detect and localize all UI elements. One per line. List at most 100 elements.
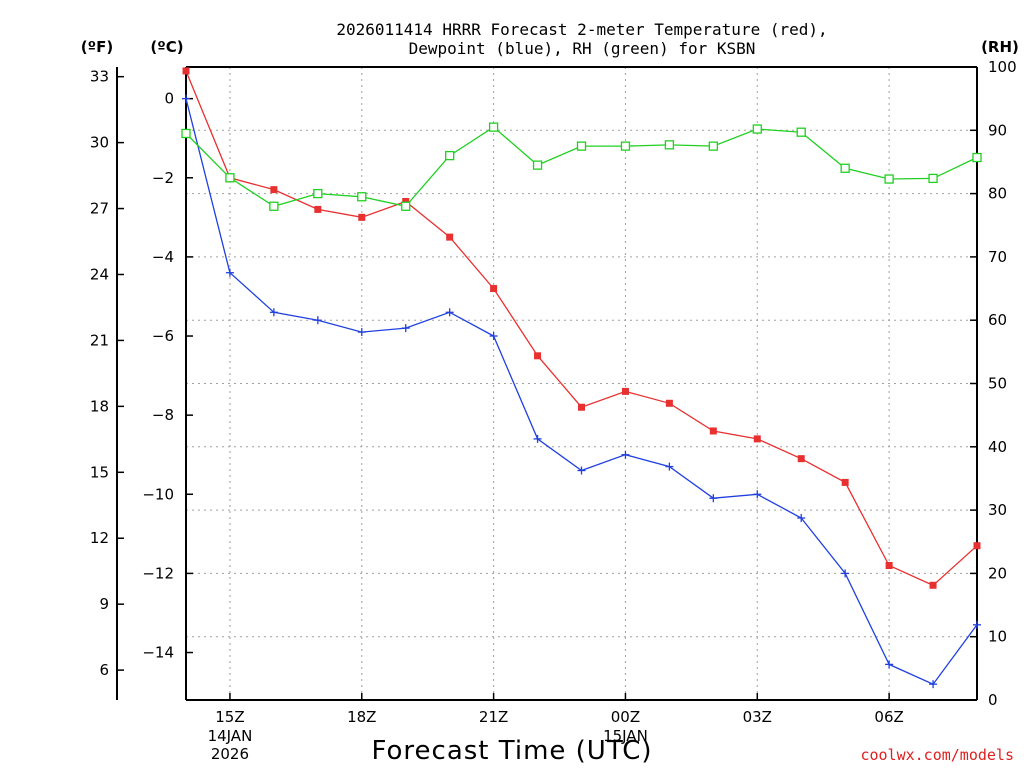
temperature-point bbox=[270, 186, 278, 194]
dewpoint-point bbox=[577, 466, 586, 475]
chart-title-line-1: 2026011414 HRRR Forecast 2-meter Tempera… bbox=[336, 20, 827, 39]
rh-point bbox=[664, 140, 675, 150]
fahrenheit-tick-label: 18 bbox=[90, 397, 109, 415]
dewpoint-point bbox=[665, 462, 674, 471]
temperature-point bbox=[358, 213, 366, 221]
x-tick-year-label: 2026 bbox=[211, 745, 249, 763]
rh-point bbox=[532, 160, 543, 170]
temperature-point bbox=[709, 427, 717, 435]
x-tick-label: 15Z bbox=[215, 708, 244, 726]
rh-point bbox=[445, 150, 455, 161]
rh-tick-label: 50 bbox=[988, 375, 1007, 393]
rh-tick-label: 30 bbox=[988, 501, 1007, 519]
x-tick-label: 06Z bbox=[874, 708, 903, 726]
rh-point bbox=[972, 152, 982, 163]
temperature-point bbox=[885, 561, 893, 569]
temperature-point bbox=[182, 67, 190, 75]
dewpoint-point bbox=[225, 268, 234, 277]
rh-tick-label: 20 bbox=[988, 564, 1007, 582]
dewpoint-point bbox=[401, 324, 410, 333]
rh-point bbox=[225, 173, 235, 183]
dewpoint-point bbox=[182, 94, 190, 103]
fahrenheit-tick-label: 15 bbox=[90, 463, 109, 481]
temperature-point bbox=[797, 455, 805, 463]
temperature-point bbox=[753, 435, 761, 443]
rh-series-line bbox=[185, 126, 978, 208]
chart-title-line-2: Dewpoint (blue), RH (green) for KSBN bbox=[409, 39, 756, 58]
temperature-point bbox=[841, 478, 849, 486]
dewpoint-point bbox=[841, 569, 850, 578]
rh-unit-label: (RH) bbox=[981, 38, 1019, 56]
x-tick-date-label: 15JAN bbox=[603, 727, 648, 745]
dewpoint-point bbox=[885, 660, 894, 669]
x-tick-label: 21Z bbox=[479, 708, 508, 726]
fahrenheit-tick-label: 12 bbox=[90, 529, 109, 547]
dewpoint-point bbox=[269, 308, 278, 317]
dewpoint-point bbox=[929, 680, 938, 689]
dewpoint-point bbox=[445, 308, 454, 317]
dewpoint-point bbox=[709, 494, 718, 503]
fahrenheit-tick-label: 6 bbox=[99, 661, 109, 679]
fahrenheit-tick-label: 9 bbox=[99, 595, 109, 613]
celsius-tick-label: −12 bbox=[142, 564, 174, 582]
dewpoint-point bbox=[797, 514, 806, 523]
rh-tick-label: 0 bbox=[988, 691, 998, 709]
rh-tick-label: 60 bbox=[988, 311, 1007, 329]
rh-point bbox=[708, 141, 718, 151]
dewpoint-point bbox=[489, 332, 498, 341]
temperature-point bbox=[534, 352, 542, 360]
dewpoint-point bbox=[973, 620, 981, 629]
temperature-point bbox=[578, 403, 585, 411]
rh-tick-label: 80 bbox=[988, 185, 1007, 203]
rh-point bbox=[620, 141, 631, 151]
dewpoint-point bbox=[753, 490, 762, 499]
dewpoint-point bbox=[313, 316, 322, 325]
celsius-tick-label: −6 bbox=[152, 327, 174, 345]
dewpoint-point bbox=[533, 434, 542, 443]
rh-point bbox=[357, 192, 367, 202]
fahrenheit-tick-label: 27 bbox=[90, 200, 109, 218]
celsius-tick-label: −4 bbox=[152, 248, 174, 266]
temperature-point bbox=[490, 285, 498, 293]
rh-tick-label: 40 bbox=[988, 438, 1007, 456]
rh-point bbox=[313, 188, 323, 199]
rh-tick-label: 90 bbox=[988, 121, 1007, 139]
rh-point bbox=[269, 201, 279, 211]
rh-point bbox=[752, 124, 762, 134]
x-tick-label: 18Z bbox=[347, 708, 376, 726]
rh-point bbox=[181, 128, 191, 139]
temperature-point bbox=[929, 581, 937, 589]
rh-tick-label: 10 bbox=[988, 628, 1007, 646]
credit-text: coolwx.com/models bbox=[860, 746, 1014, 764]
fahrenheit-unit-label: (ºF) bbox=[81, 38, 113, 56]
rh-point bbox=[576, 141, 587, 151]
fahrenheit-tick-label: 30 bbox=[90, 134, 109, 152]
dewpoint-point bbox=[357, 328, 366, 337]
fahrenheit-tick-label: 33 bbox=[90, 68, 109, 86]
temperature-point bbox=[665, 399, 673, 407]
celsius-tick-label: −14 bbox=[142, 644, 174, 662]
fahrenheit-tick-label: 21 bbox=[90, 331, 109, 349]
rh-point bbox=[796, 127, 806, 137]
celsius-unit-label: (ºC) bbox=[150, 38, 183, 56]
rh-point bbox=[488, 122, 499, 132]
axes bbox=[116, 66, 978, 701]
tick-labels: 3330272421181512960−2−4−6−8−10−12−140102… bbox=[90, 58, 1017, 763]
rh-point bbox=[928, 173, 938, 184]
temperature-point bbox=[314, 205, 322, 213]
grid-lines bbox=[186, 67, 977, 700]
rh-point bbox=[840, 163, 850, 173]
rh-tick-label: 70 bbox=[988, 248, 1007, 266]
celsius-tick-label: −10 bbox=[142, 485, 174, 503]
x-tick-label: 03Z bbox=[743, 708, 772, 726]
x-axis-label: Forecast Time (UTC) bbox=[371, 736, 652, 766]
rh-tick-label: 100 bbox=[988, 58, 1017, 76]
dewpoint-series-line bbox=[185, 98, 978, 686]
temperature-point bbox=[446, 233, 454, 241]
celsius-tick-label: −8 bbox=[152, 406, 174, 424]
temperature-point bbox=[621, 387, 629, 395]
temperature-point bbox=[402, 198, 410, 206]
dewpoint-point bbox=[621, 450, 630, 459]
rh-point bbox=[401, 201, 411, 211]
